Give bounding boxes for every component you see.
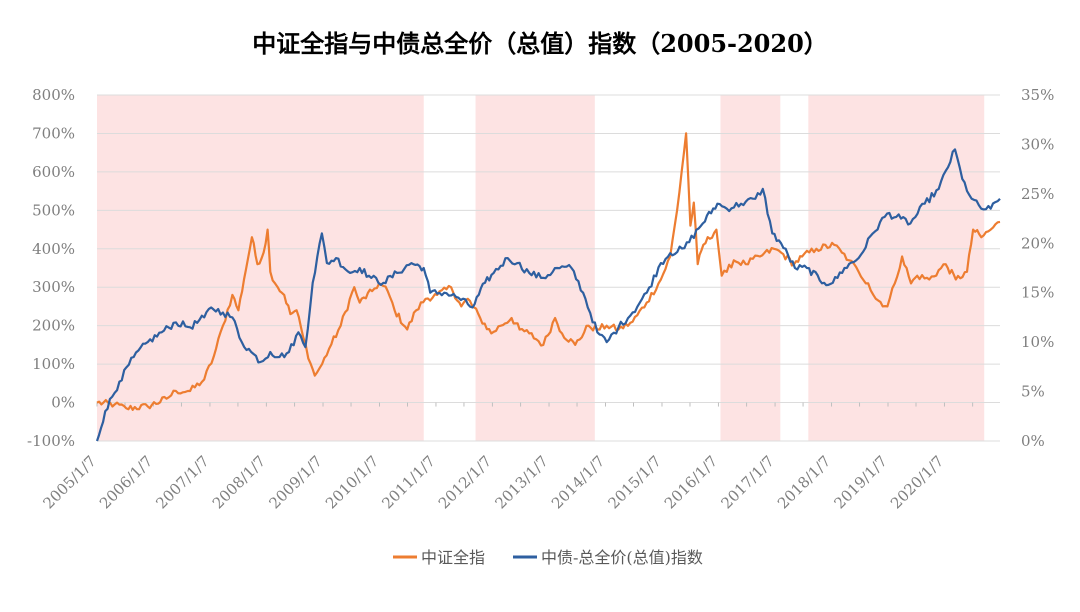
shaded-periods — [97, 95, 985, 441]
x-tick-label: 2015/1/7 — [604, 452, 664, 512]
shaded-period — [97, 95, 424, 441]
x-tick-label: 2012/1/7 — [435, 452, 495, 512]
left-tick-label: 0% — [51, 394, 75, 412]
chart-title: 中证全指与中债总全价（总值）指数（2005-2020） — [252, 29, 828, 58]
gridlines — [97, 94, 1000, 442]
right-tick-label: 25% — [1021, 185, 1054, 203]
x-tick-label: 2017/1/7 — [718, 452, 778, 512]
legend-label: 中证全指 — [421, 548, 485, 567]
x-tick-label: 2007/1/7 — [152, 452, 212, 512]
left-tick-label: 400% — [32, 240, 75, 258]
x-tick-label: 2014/1/7 — [548, 452, 608, 512]
right-tick-label: 0% — [1021, 432, 1045, 450]
left-tick-label: 700% — [32, 124, 75, 142]
x-tick-label: 2011/1/7 — [378, 452, 438, 512]
shaded-period — [720, 95, 781, 441]
series-lines — [95, 132, 1001, 442]
left-tick-label: 600% — [32, 163, 75, 181]
left-axis: -100% 0% 100% 200% 300% 400% 500% 600% 700% 800% — [27, 86, 75, 450]
left-tick-label: -100% — [27, 432, 75, 450]
right-tick-label: 20% — [1021, 234, 1054, 252]
x-tick-label: 2016/1/7 — [661, 452, 721, 512]
right-axis: 0% 5% 10% 15% 20% 25% 30% 35% — [1021, 86, 1054, 450]
right-tick-label: 30% — [1021, 135, 1054, 153]
x-tick-label: 2008/1/7 — [209, 452, 269, 512]
left-tick-label: 100% — [32, 355, 75, 373]
left-tick-label: 500% — [32, 201, 75, 219]
legend: 中证全指 中债-总全价(总值)指数 — [393, 548, 703, 567]
x-tick-label: 2013/1/7 — [492, 452, 552, 512]
x-tick-label: 2020/1/7 — [887, 452, 947, 512]
x-tick-label: 2005/1/7 — [39, 452, 99, 512]
right-tick-label: 35% — [1021, 86, 1054, 104]
shaded-period — [475, 95, 595, 441]
x-tick-label: 2019/1/7 — [830, 452, 890, 512]
x-tick-label: 2010/1/7 — [322, 452, 382, 512]
shaded-period — [808, 95, 985, 441]
series-line — [96, 132, 1001, 411]
left-tick-label: 200% — [32, 317, 75, 335]
series-line — [95, 148, 1001, 442]
right-tick-label: 10% — [1021, 333, 1054, 351]
right-tick-label: 15% — [1021, 284, 1054, 302]
right-tick-label: 5% — [1021, 383, 1045, 401]
legend-label: 中债-总全价(总值)指数 — [541, 548, 703, 567]
x-tick-label: 2006/1/7 — [96, 452, 156, 512]
x-tick-label: 2018/1/7 — [774, 452, 834, 512]
left-tick-label: 300% — [32, 278, 75, 296]
x-tick-label: 2009/1/7 — [265, 452, 325, 512]
left-tick-label: 800% — [32, 86, 75, 104]
